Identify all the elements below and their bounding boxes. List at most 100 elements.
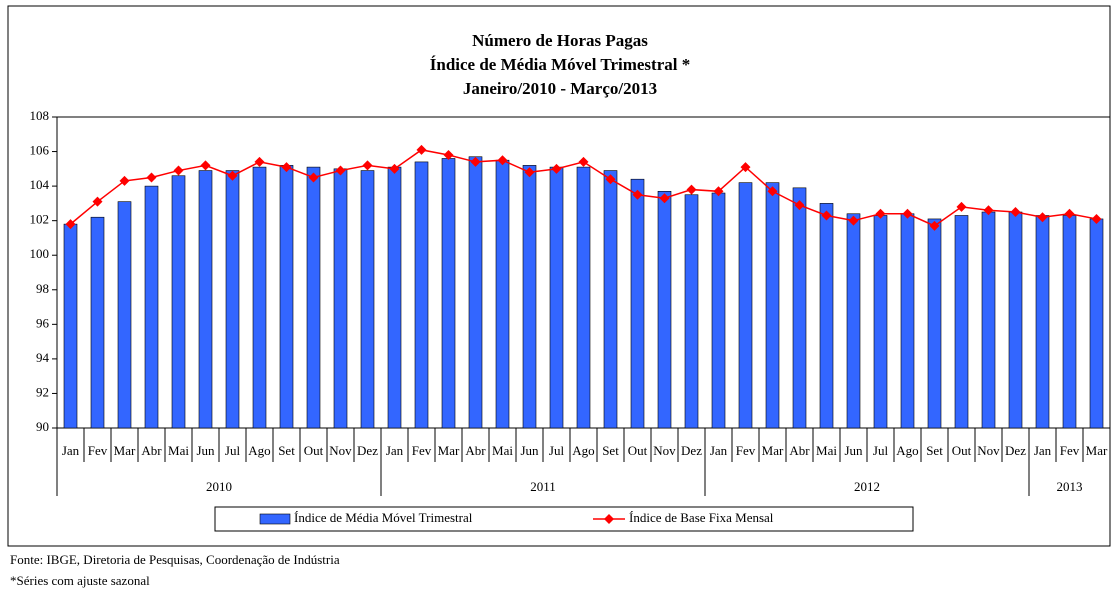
year-label: 2010 — [206, 479, 232, 494]
marker — [92, 196, 103, 207]
marker — [632, 189, 643, 200]
bar — [1035, 215, 1050, 429]
x-tick-label: Out — [628, 443, 648, 458]
bar — [252, 166, 267, 429]
x-tick-label: Jun — [844, 443, 863, 458]
x-tick-label: Mai — [168, 443, 189, 458]
x-tick-label: Set — [278, 443, 295, 458]
x-tick-label: Jan — [386, 443, 404, 458]
marker — [524, 167, 535, 178]
marker — [281, 162, 292, 173]
marker — [956, 201, 967, 212]
x-tick-label: Nov — [977, 443, 1000, 458]
x-tick-label: Out — [304, 443, 324, 458]
bar — [603, 170, 618, 429]
marker — [875, 208, 886, 219]
marker — [497, 155, 508, 166]
x-tick-label: Fev — [736, 443, 756, 458]
marker — [659, 193, 670, 204]
bar — [954, 215, 969, 429]
bar — [711, 192, 726, 429]
y-tick-label: 104 — [30, 177, 50, 192]
x-tick-label: Ago — [896, 443, 918, 458]
y-tick-label: 102 — [30, 212, 50, 227]
legend-swatch — [604, 514, 614, 524]
x-tick-label: Ago — [572, 443, 594, 458]
year-label: 2013 — [1057, 479, 1083, 494]
x-tick-label: Jan — [1034, 443, 1052, 458]
x-tick-label: Fev — [412, 443, 432, 458]
note: *Séries com ajuste sazonal — [10, 573, 150, 588]
legend — [214, 506, 914, 532]
x-tick-label: Jan — [62, 443, 80, 458]
bar — [117, 201, 132, 429]
bar — [765, 182, 780, 429]
bar — [1008, 211, 1023, 429]
marker — [605, 174, 616, 185]
marker — [254, 156, 265, 167]
marker — [1037, 212, 1048, 223]
bar — [927, 218, 942, 429]
x-tick-label: Set — [602, 443, 619, 458]
marker — [470, 156, 481, 167]
x-tick-label: Ago — [248, 443, 270, 458]
chart-title: Janeiro/2010 - Março/2013 — [463, 79, 657, 98]
marker — [1010, 207, 1021, 218]
marker — [551, 163, 562, 174]
bar — [333, 168, 348, 429]
bar — [63, 223, 78, 429]
x-tick-label: Mai — [816, 443, 837, 458]
marker — [308, 172, 319, 183]
bar — [981, 211, 996, 429]
x-tick-label: Mar — [114, 443, 136, 458]
marker — [227, 170, 238, 181]
marker — [362, 160, 373, 171]
marker — [200, 160, 211, 171]
bar — [144, 185, 159, 429]
bar — [819, 203, 834, 429]
bar — [900, 213, 915, 429]
bar — [387, 166, 402, 429]
x-tick-label: Mai — [492, 443, 513, 458]
bar — [549, 166, 564, 429]
y-tick-label: 92 — [36, 384, 49, 399]
marker — [1064, 208, 1075, 219]
bar — [495, 159, 510, 429]
marker — [389, 163, 400, 174]
x-tick-label: Mar — [1086, 443, 1108, 458]
y-tick-label: 94 — [36, 350, 50, 365]
bar — [846, 213, 861, 429]
legend-swatch — [259, 513, 291, 525]
marker — [686, 184, 697, 195]
x-tick-label: Dez — [1005, 443, 1026, 458]
bar — [468, 156, 483, 429]
y-tick-label: 96 — [36, 315, 50, 330]
legend-label: Índice de Base Fixa Mensal — [629, 510, 774, 525]
x-tick-label: Jan — [710, 443, 728, 458]
bar — [198, 170, 213, 429]
bar — [360, 170, 375, 429]
marker — [443, 150, 454, 161]
marker — [65, 219, 76, 230]
bar — [792, 187, 807, 429]
marker — [1091, 213, 1102, 224]
chart-title: Número de Horas Pagas — [472, 31, 648, 50]
x-tick-label: Jun — [520, 443, 539, 458]
x-tick-label: Dez — [681, 443, 702, 458]
bar — [441, 158, 456, 429]
bar — [90, 216, 105, 429]
marker — [713, 186, 724, 197]
x-tick-label: Dez — [357, 443, 378, 458]
marker — [416, 144, 427, 155]
marker — [821, 210, 832, 221]
x-tick-label: Nov — [653, 443, 676, 458]
bar — [414, 161, 429, 429]
marker — [794, 200, 805, 211]
x-tick-label: Jul — [549, 443, 565, 458]
bar — [306, 166, 321, 429]
bar — [873, 215, 888, 429]
bar — [630, 178, 645, 429]
bar — [576, 166, 591, 429]
y-tick-label: 100 — [30, 246, 50, 261]
